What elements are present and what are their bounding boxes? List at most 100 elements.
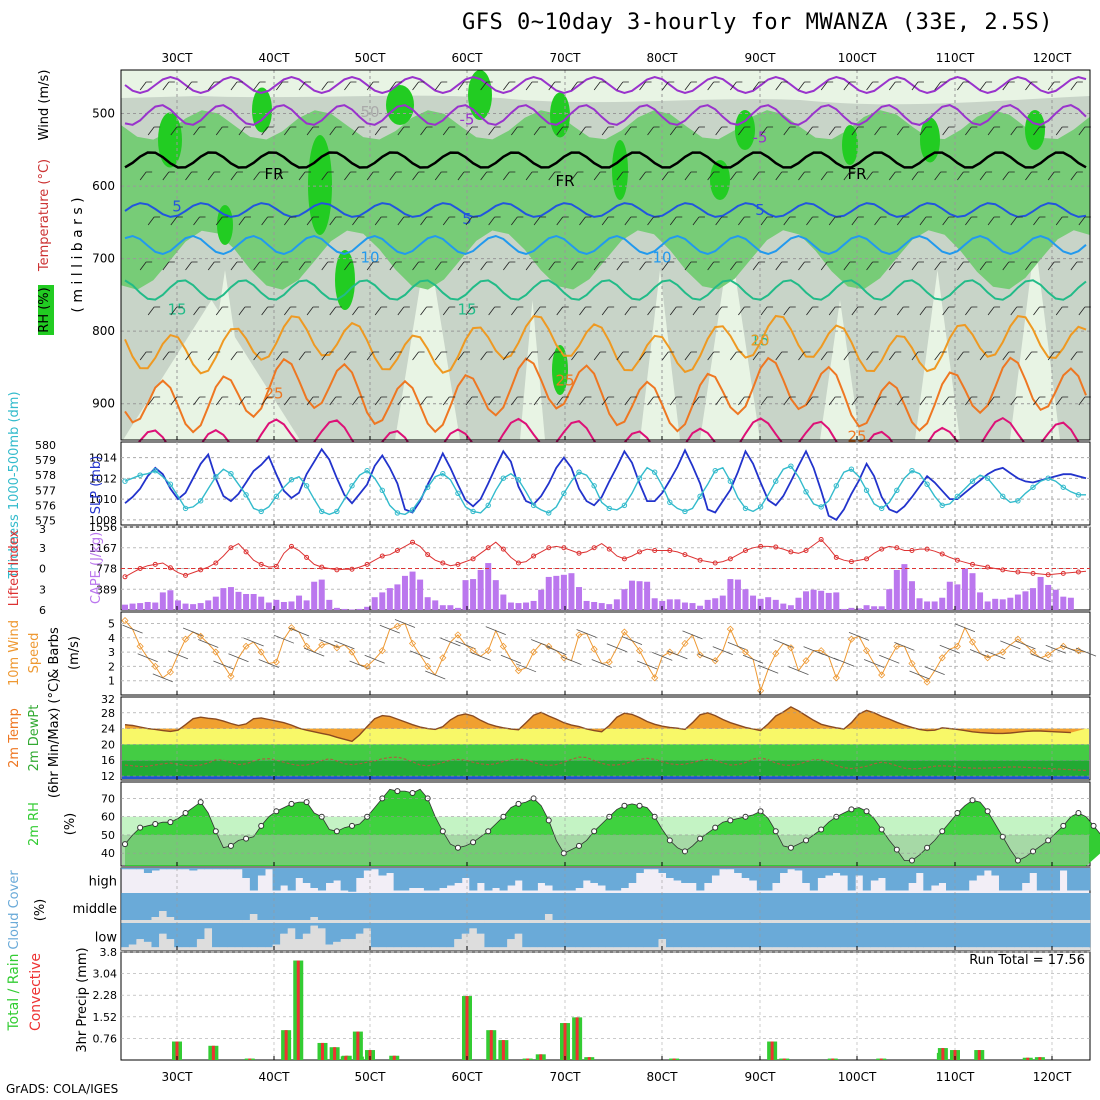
lifted-point [985, 564, 991, 570]
cloud-high-cell [280, 868, 289, 886]
cloud-low-clear [544, 947, 554, 950]
cloud-middle-clear [749, 920, 758, 923]
cape-bar [810, 589, 817, 610]
wind-barb [503, 171, 516, 181]
wind-speed-point [227, 672, 235, 680]
wind-barb [306, 396, 320, 406]
cloud-high-cell [143, 868, 152, 873]
wind-barb [730, 171, 743, 181]
rh-point [954, 810, 961, 817]
cape-bar [523, 602, 530, 610]
wind-barb [352, 216, 365, 226]
wind-barb [965, 216, 978, 226]
cloud-low-cell [771, 923, 781, 948]
cloud-low-clear [317, 928, 327, 950]
cape-bar [417, 579, 424, 610]
cloud-middle-cell [1044, 893, 1053, 920]
cloud-low-cell [650, 923, 659, 948]
cloud-high-cell [658, 868, 667, 873]
cloud-middle-cell [469, 893, 478, 920]
slp-panel-frame [120, 441, 1091, 526]
rh-saturated-cell [335, 250, 355, 310]
wind-barb [606, 643, 627, 653]
cape-bar [1022, 591, 1029, 610]
wind-barb [1075, 647, 1097, 657]
cloud-middle-cell [983, 893, 992, 920]
thickness-point [667, 499, 673, 506]
wind-barb [866, 351, 879, 361]
cape-bar [621, 589, 628, 610]
cloud-middle-cell [915, 893, 924, 920]
cloud-middle-cell [900, 893, 909, 920]
wind-speed-point [408, 639, 417, 648]
cloud-high-cell [983, 868, 992, 871]
date-label-top: 80CT [647, 51, 679, 65]
wind-speed-point [620, 628, 628, 636]
cloud-middle-clear [560, 920, 569, 923]
cape-bar [227, 587, 234, 610]
cloud-low-cell [855, 923, 864, 948]
cloud-low-cell [537, 923, 546, 948]
rh-point [924, 844, 931, 851]
cloud-middle-clear [272, 920, 281, 923]
wind-speed-point [393, 622, 401, 630]
cloud-low-clear [272, 944, 281, 950]
wind-barb [465, 396, 478, 406]
cloud-high-cell [575, 868, 584, 888]
wind-barb [1015, 640, 1036, 650]
contour-label: FR [264, 165, 283, 183]
wind-barb [162, 171, 175, 181]
wind-barb [238, 126, 251, 136]
cloud-middle-clear [537, 920, 546, 923]
cloud-high-cell [877, 868, 886, 878]
rh-point [848, 806, 855, 813]
cloud-low-cell [908, 923, 917, 948]
wind-barb [760, 306, 774, 316]
cloud-high-cell [302, 868, 311, 883]
cloud-middle-cell [635, 893, 644, 920]
wind-barb [806, 306, 819, 316]
cloud-middle-clear [832, 920, 841, 923]
cloud-low-cell [809, 923, 818, 948]
panel-frame [120, 69, 1091, 441]
cloud-low-cell [953, 923, 962, 948]
cape-bar [946, 581, 953, 610]
cloud-low-cell [998, 923, 1008, 948]
cloud-low-clear [151, 947, 160, 950]
wind-barb [207, 81, 221, 91]
cloud-high-cell [771, 868, 781, 883]
cloud-middle-cell [348, 893, 357, 920]
contour-label: 10 [652, 248, 671, 266]
cloud-high-cell [378, 868, 387, 876]
cloud-middle-cell [552, 893, 561, 920]
wind-barb [828, 396, 842, 406]
cape-bar [863, 605, 870, 610]
cloud-low-clear [484, 947, 493, 950]
cloud-middle-cell [393, 893, 402, 920]
cloud-high-cell [249, 868, 258, 891]
wind-barb [397, 306, 410, 316]
wind-barb [409, 650, 431, 660]
cloud-low-cell [189, 923, 198, 948]
temp-tick-label: 28 [101, 707, 115, 720]
cloud-high-cell [794, 868, 803, 871]
cape-bar [613, 599, 620, 610]
wind-barb [979, 261, 993, 271]
wind-barb [934, 81, 947, 91]
cloud-middle-cell [930, 893, 939, 920]
cloud-low-cell [968, 923, 977, 948]
wind-barb [684, 171, 697, 181]
cloud-high-cell [567, 868, 576, 891]
wind-barb [593, 171, 607, 181]
cloud-middle-clear [764, 920, 773, 923]
wind-speed-point [454, 631, 462, 639]
cape-bar [765, 597, 772, 610]
wind-barb [261, 396, 274, 406]
cloud-low-cell [378, 923, 387, 948]
cape-bar [833, 592, 840, 610]
cloud-low-cell [287, 923, 296, 929]
wind-tick-label: 2 [108, 660, 115, 673]
precip-convective-bar [296, 960, 300, 1060]
date-label-bottom: 50CT [355, 1070, 387, 1084]
cloud-high-cell [537, 868, 546, 883]
